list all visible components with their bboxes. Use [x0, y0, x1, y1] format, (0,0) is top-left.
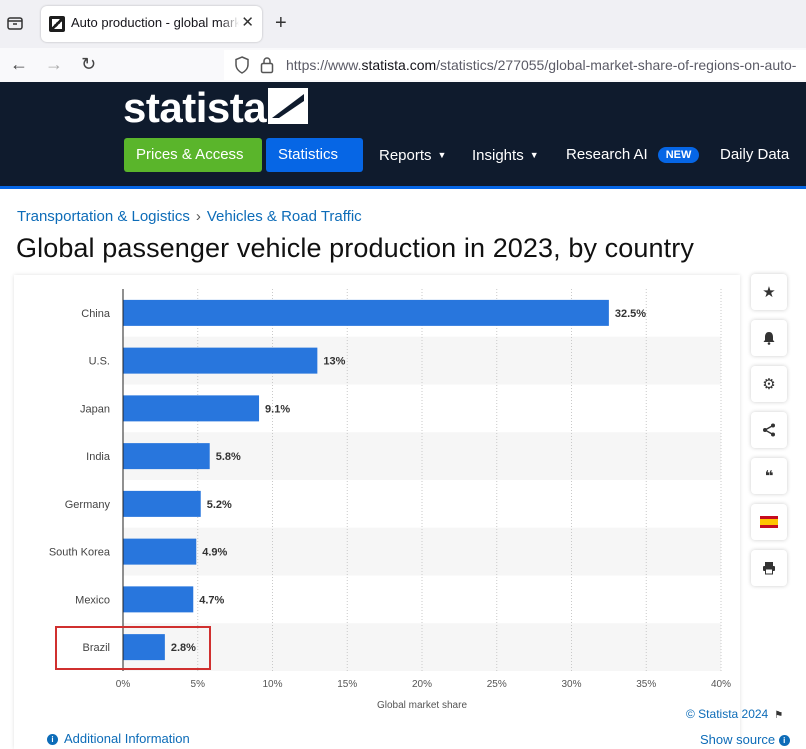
site-header: statista Prices & Access▼ Statistics▼ Re… — [0, 82, 806, 194]
chevron-down-icon: ▼ — [284, 184, 293, 194]
info-icon: i — [778, 735, 790, 746]
shield-icon[interactable] — [234, 56, 250, 74]
flag-marker-icon: ⚑ — [774, 710, 784, 721]
url-text[interactable]: https://www.statista.com/statistics/2770… — [286, 57, 797, 73]
x-tick-label: 35% — [636, 679, 656, 690]
bar — [123, 347, 318, 374]
print-icon[interactable] — [751, 550, 787, 586]
chart-card: 0% 5% 10% 15% 20% 25% 30% 35% 40% China 32.5% U.S. 1… — [14, 275, 740, 749]
x-tick-label: 40% — [711, 679, 731, 690]
reload-icon[interactable]: ↻ — [81, 54, 97, 74]
breadcrumb: Transportation & Logistics › Vehicles & Ro… — [17, 208, 362, 225]
bar — [123, 299, 609, 326]
x-tick-label: 20% — [412, 679, 432, 690]
category-label: Germany — [65, 499, 111, 511]
category-label: South Korea — [49, 547, 111, 559]
page-title: Global passenger vehicle production in 2… — [16, 233, 694, 263]
category-label: Japan — [80, 403, 110, 415]
tab-title: Auto production - global market share of… — [71, 15, 239, 30]
bell-icon[interactable] — [751, 320, 787, 356]
x-tick-label: 5% — [191, 679, 206, 690]
flag-icon[interactable] — [751, 504, 787, 540]
bar — [123, 395, 260, 422]
category-label: India — [86, 451, 111, 463]
x-tick-label: 25% — [487, 679, 507, 690]
header-divider — [0, 186, 806, 189]
nav-research-ai[interactable]: Research AI NEW — [566, 138, 700, 172]
value-label: 32.5% — [615, 308, 646, 320]
show-source-link[interactable]: Show source i — [700, 732, 796, 747]
breadcrumb-link-transportation[interactable]: Transportation & Logistics — [17, 208, 190, 225]
category-label: China — [81, 308, 111, 320]
close-tab-icon[interactable]: ✕ — [241, 14, 254, 31]
quote-icon[interactable]: ❝ — [751, 458, 787, 494]
bar-chart: 0% 5% 10% 15% 20% 25% 30% 35% 40% China 32.5% U.S. 1… — [49, 289, 731, 711]
breadcrumb-link-vehicles[interactable]: Vehicles & Road Traffic — [206, 208, 362, 225]
forward-icon[interactable]: → — [45, 54, 63, 74]
chevron-down-icon: ▼ — [529, 150, 539, 160]
value-label: 4.7% — [199, 594, 224, 606]
browser-tab[interactable]: Auto production - global market share of… — [41, 6, 262, 42]
category-label: Mexico — [75, 594, 110, 606]
back-icon[interactable]: ← — [10, 54, 28, 74]
breadcrumb-separator-icon: › — [195, 208, 201, 225]
chevron-down-icon: ▼ — [142, 184, 151, 194]
highlight-annotation-box — [55, 626, 211, 670]
bar — [123, 586, 194, 613]
browser-navbar: ← → ↻ https://www.statista.com/statistic… — [0, 48, 806, 83]
x-tick-label: 30% — [561, 679, 581, 690]
copyright-link[interactable]: © Statista 2024 ⚑ — [686, 707, 784, 721]
star-icon[interactable]: ★ — [751, 274, 787, 310]
browser-tabbar: Auto production - global market share of… — [0, 0, 806, 48]
bar — [123, 538, 197, 565]
value-label: 2.8% — [171, 642, 196, 654]
nav-reports[interactable]: Reports ▼ — [379, 138, 446, 172]
chevron-down-icon: ▼ — [437, 150, 447, 160]
additional-information-link[interactable]: i Additional Information — [47, 731, 190, 746]
x-tick-label: 10% — [262, 679, 282, 690]
share-icon[interactable] — [751, 412, 787, 448]
statista-logo[interactable]: statista — [123, 84, 267, 131]
lock-icon[interactable] — [260, 56, 274, 74]
bar — [123, 490, 201, 517]
row-stripe — [123, 623, 721, 671]
bar — [123, 634, 165, 661]
nav-statistics[interactable]: Statistics▼ — [266, 138, 363, 194]
value-label: 5.8% — [216, 451, 241, 463]
nav-prices-access[interactable]: Prices & Access▼ — [124, 138, 262, 194]
statista-logo-mark-icon — [268, 88, 308, 124]
bar — [123, 443, 210, 470]
value-label: 5.2% — [207, 499, 232, 511]
new-badge: NEW — [657, 147, 700, 163]
statista-favicon-icon — [49, 16, 65, 32]
tab-list-icon[interactable] — [6, 14, 24, 32]
value-label: 4.9% — [202, 547, 227, 559]
value-label: 9.1% — [265, 403, 290, 415]
info-icon: i — [47, 734, 58, 745]
x-tick-label: 15% — [337, 679, 357, 690]
gear-icon[interactable]: ⚙ — [751, 366, 787, 402]
category-label: Brazil — [82, 642, 110, 654]
new-tab-icon[interactable]: + — [275, 12, 287, 34]
value-label: 13% — [323, 356, 345, 368]
nav-insights[interactable]: Insights ▼ — [472, 138, 539, 172]
nav-daily-data[interactable]: Daily Data — [720, 146, 790, 163]
x-tick-label: 0% — [116, 679, 131, 690]
category-label: U.S. — [89, 356, 110, 368]
address-bar[interactable]: https://www.statista.com/statistics/2770… — [224, 50, 806, 80]
x-axis-title: Global market share — [377, 700, 467, 711]
